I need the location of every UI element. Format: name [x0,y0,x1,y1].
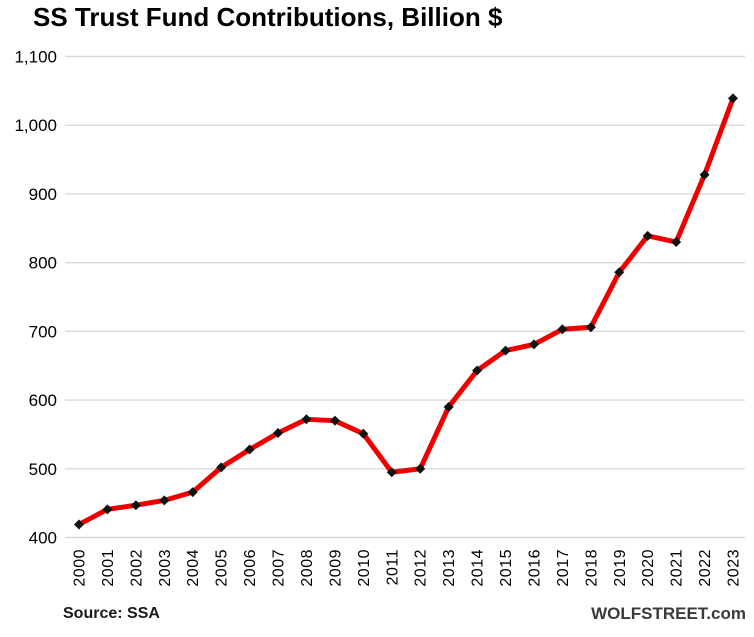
y-tick-label: 1,000 [14,116,57,135]
x-tick-label: 2022 [697,549,714,587]
data-point-marker [614,267,625,278]
brand-watermark: WOLFSTREET.com [591,604,746,623]
data-point-marker [130,500,141,511]
x-tick-label: 2000 [72,549,89,587]
data-point-marker [728,93,738,104]
data-point-marker [585,322,596,333]
x-tick-label: 2004 [185,549,202,587]
data-point-marker [415,463,426,474]
y-tick-label: 400 [29,529,57,548]
data-point-marker [273,428,284,439]
x-tick-label: 2015 [498,549,515,587]
data-point-marker [528,339,539,350]
data-point-marker [301,414,312,425]
x-tick-label: 2020 [640,549,657,587]
y-tick-label: 500 [29,460,57,479]
y-tick-label: 1,100 [14,48,57,67]
x-tick-label: 2016 [526,549,543,587]
data-point-marker [500,345,511,356]
data-line [76,95,736,527]
y-tick-label: 900 [29,185,57,204]
x-tick-label: 2013 [441,549,458,587]
data-point-marker [386,467,397,478]
x-tick-label: 2007 [271,549,288,587]
chart-title: SS Trust Fund Contributions, Billion $ [33,2,503,32]
data-point-marker [472,365,483,376]
x-tick-label: 2008 [299,549,316,587]
data-point-marker [642,230,653,241]
y-tick-label: 700 [29,322,57,341]
data-point-marker [159,495,170,506]
x-tick-label: 2001 [100,549,117,587]
data-point-marker [244,444,255,455]
x-tick-label: 2014 [470,549,487,587]
x-tick-label: 2018 [583,549,600,587]
data-point-marker [671,237,682,248]
data-point-marker [443,401,454,412]
data-point-marker [74,519,84,530]
x-tick-label: 2009 [327,549,344,587]
data-point-marker [699,169,710,180]
data-point-marker [187,487,198,498]
x-tick-label: 2003 [157,549,174,587]
x-tick-label: 2006 [242,549,259,587]
x-tick-label: 2005 [214,549,231,587]
x-tick-label: 2019 [612,549,629,587]
x-tick-label: 2012 [413,549,430,587]
source-note: Source: SSA [63,605,160,622]
x-tick-label: 2023 [726,549,743,587]
x-tick-label: 2011 [384,549,401,585]
y-tick-label: 600 [29,391,57,410]
x-tick-label: 2021 [669,549,686,587]
data-point-marker [102,504,113,515]
x-tick-label: 2017 [555,549,572,587]
data-point-marker [557,324,568,335]
data-point-marker [358,428,369,439]
data-point-marker [216,462,227,473]
data-point-marker [329,415,340,426]
x-tick-label: 2002 [128,549,145,587]
y-tick-label: 800 [29,254,57,273]
x-tick-label: 2010 [356,549,373,587]
